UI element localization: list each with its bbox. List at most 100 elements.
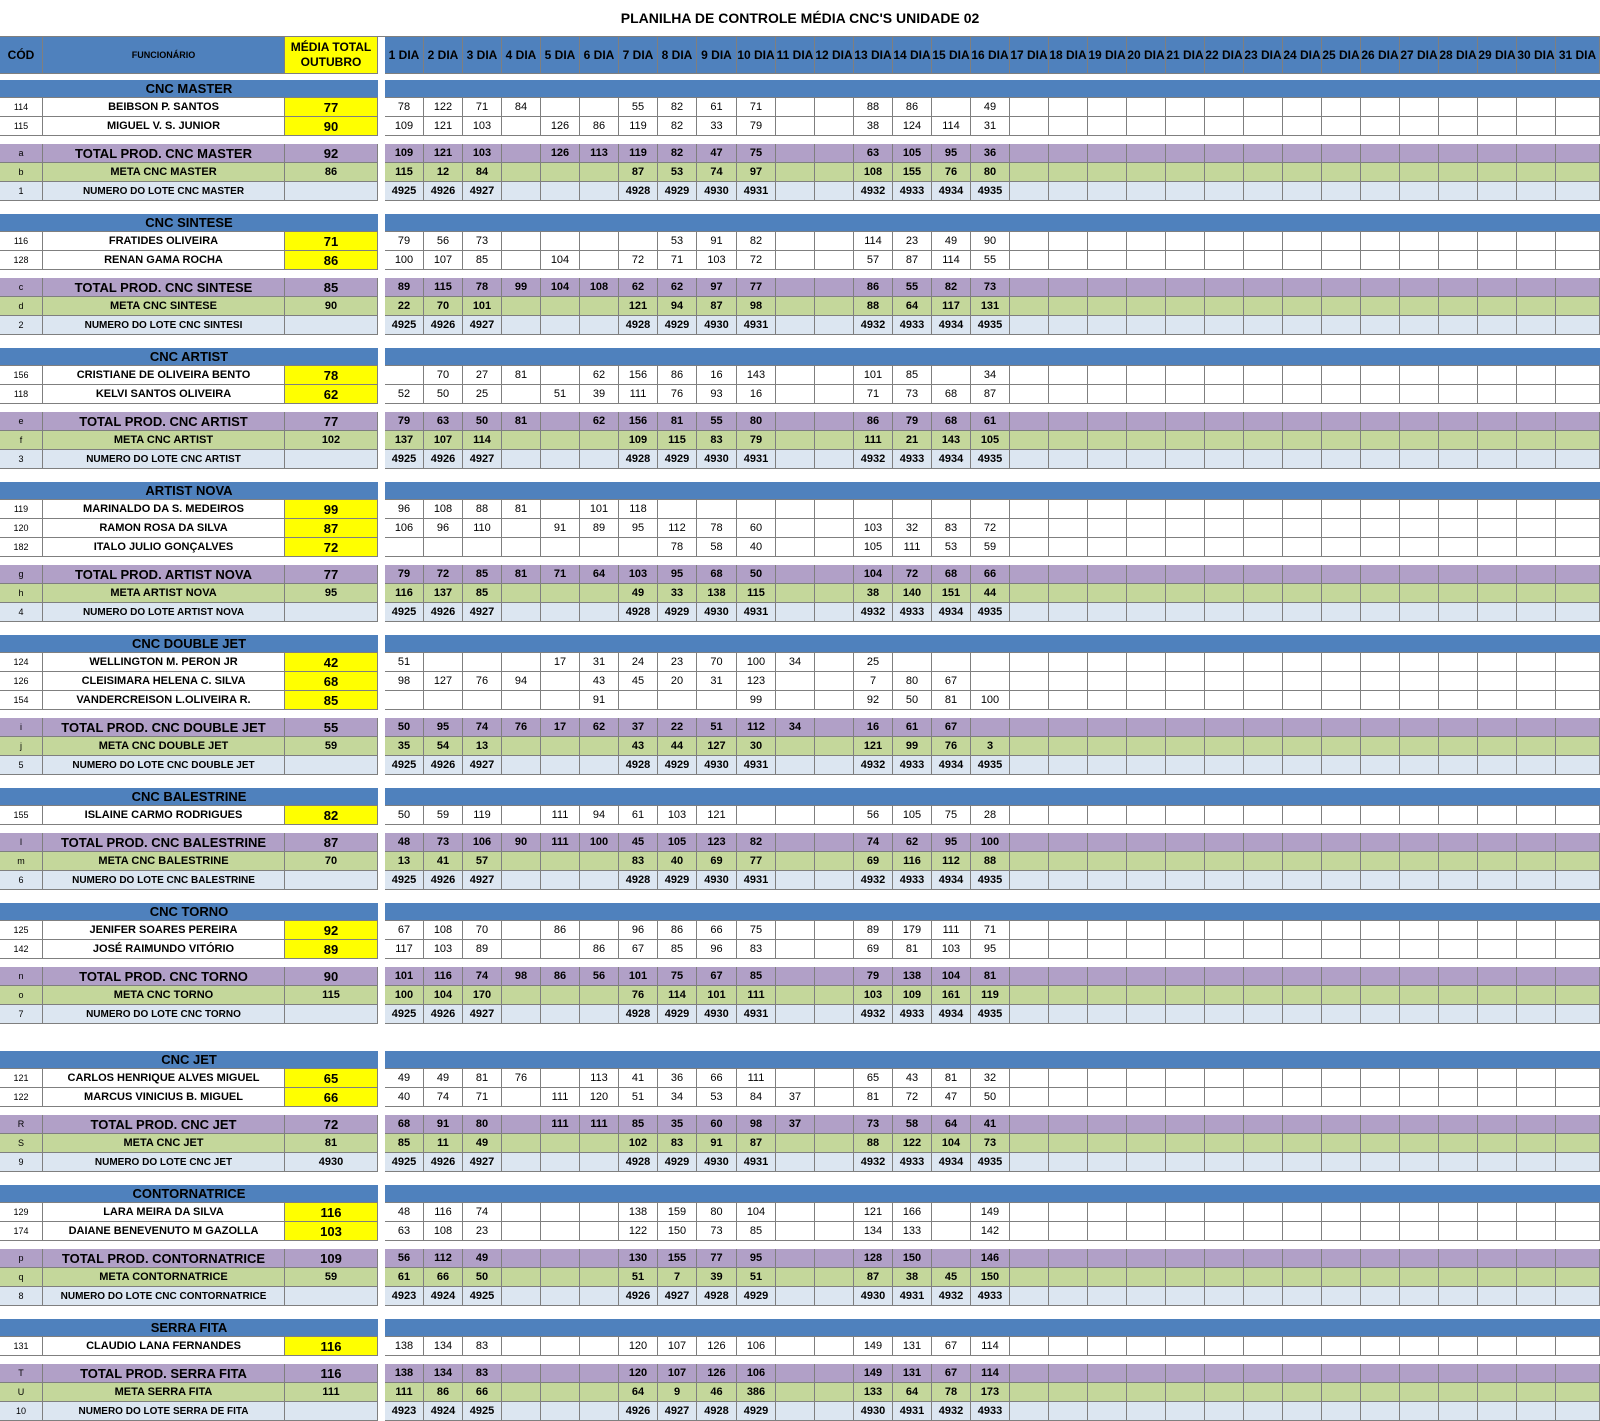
employee-row-name[interactable]: LARA MEIRA DA SILVA <box>43 1203 285 1222</box>
meta-row-day[interactable] <box>1556 163 1600 182</box>
employee-row-day[interactable] <box>815 500 854 519</box>
lote-row-day[interactable]: 4931 <box>893 1402 932 1421</box>
meta-row-day[interactable]: 39 <box>697 1268 737 1287</box>
employee-row-day[interactable]: 95 <box>971 940 1010 959</box>
meta-row-day[interactable] <box>1166 431 1205 450</box>
lote-row-day[interactable] <box>541 1153 580 1172</box>
employee-row-code[interactable]: 115 <box>0 117 43 136</box>
meta-row-day[interactable]: 101 <box>697 986 737 1005</box>
employee-row-day[interactable] <box>1283 117 1322 136</box>
header-day[interactable]: 25 DIA <box>1322 37 1361 74</box>
employee-row-day[interactable] <box>1400 921 1439 940</box>
lote-row-name[interactable]: NUMERO DO LOTE SERRA DE FITA <box>43 1402 285 1421</box>
total-row-day[interactable] <box>1517 1364 1556 1383</box>
employee-row-code[interactable]: 120 <box>0 519 43 538</box>
meta-row-day[interactable]: 99 <box>893 737 932 756</box>
employee-row-name[interactable]: FRATIDES OLIVEIRA <box>43 232 285 251</box>
employee-row-day[interactable]: 71 <box>463 1088 502 1107</box>
lote-row-day[interactable]: 4935 <box>971 316 1010 335</box>
employee-row-day[interactable]: 87 <box>971 385 1010 404</box>
employee-row-day[interactable]: 53 <box>932 538 971 557</box>
meta-row-day[interactable]: 91 <box>697 1134 737 1153</box>
employee-row-day[interactable] <box>1088 519 1127 538</box>
total-row-day[interactable] <box>1322 967 1361 986</box>
employee-row-day[interactable] <box>1556 538 1600 557</box>
lote-row-day[interactable] <box>1010 1153 1049 1172</box>
total-row-day[interactable] <box>815 144 854 163</box>
meta-row-day[interactable] <box>1049 297 1088 316</box>
lote-row-day[interactable]: 4933 <box>971 1402 1010 1421</box>
meta-row-day[interactable]: 88 <box>854 297 893 316</box>
lote-row-day[interactable] <box>1088 871 1127 890</box>
meta-row-day[interactable] <box>541 986 580 1005</box>
employee-row-day[interactable] <box>1517 806 1556 825</box>
meta-row-day[interactable] <box>502 1268 541 1287</box>
employee-row-day[interactable] <box>1166 1069 1205 1088</box>
employee-row-day[interactable] <box>1283 672 1322 691</box>
meta-row-day[interactable] <box>1556 297 1600 316</box>
meta-row-day[interactable] <box>1478 163 1517 182</box>
lote-row-media[interactable] <box>285 871 378 890</box>
total-row-day[interactable] <box>1049 718 1088 737</box>
employee-row-day[interactable] <box>1322 500 1361 519</box>
employee-row-day[interactable]: 40 <box>385 1088 424 1107</box>
lote-row-media[interactable]: 4930 <box>285 1153 378 1172</box>
meta-row-day[interactable] <box>1166 163 1205 182</box>
meta-row-day[interactable]: 121 <box>854 737 893 756</box>
employee-row-day[interactable] <box>1478 500 1517 519</box>
employee-row-code[interactable]: 124 <box>0 653 43 672</box>
employee-row-day[interactable] <box>1205 232 1244 251</box>
total-row-day[interactable]: 107 <box>658 1364 697 1383</box>
employee-row-day[interactable] <box>1361 538 1400 557</box>
employee-row-name[interactable]: MIGUEL V. S. JUNIOR <box>43 117 285 136</box>
employee-row-day[interactable] <box>1049 538 1088 557</box>
meta-row-day[interactable] <box>1010 1134 1049 1153</box>
employee-row-day[interactable] <box>1322 1088 1361 1107</box>
employee-row-day[interactable]: 85 <box>658 940 697 959</box>
meta-row-day[interactable] <box>1283 584 1322 603</box>
employee-row-day[interactable] <box>1166 653 1205 672</box>
meta-row-media[interactable]: 70 <box>285 852 378 871</box>
meta-row-day[interactable] <box>1049 431 1088 450</box>
meta-row-name[interactable]: META CNC ARTIST <box>43 431 285 450</box>
lote-row-day[interactable] <box>1361 450 1400 469</box>
employee-row-day[interactable] <box>776 385 815 404</box>
total-row-day[interactable] <box>1361 412 1400 431</box>
meta-row-code[interactable]: m <box>0 852 43 871</box>
total-row-day[interactable] <box>1244 1249 1283 1268</box>
total-row-day[interactable] <box>1400 967 1439 986</box>
total-row-day[interactable]: 63 <box>424 412 463 431</box>
meta-row-day[interactable] <box>1400 986 1439 1005</box>
meta-row-day[interactable] <box>1166 1268 1205 1287</box>
employee-row-day[interactable] <box>580 232 619 251</box>
employee-row-day[interactable] <box>1088 921 1127 940</box>
employee-row-code[interactable]: 128 <box>0 251 43 270</box>
total-row-day[interactable]: 83 <box>463 1364 502 1383</box>
employee-row-day[interactable] <box>1010 1088 1049 1107</box>
meta-row-code[interactable]: j <box>0 737 43 756</box>
employee-row-day[interactable]: 63 <box>385 1222 424 1241</box>
section-name[interactable]: CNC MASTER <box>0 80 378 98</box>
total-row-day[interactable] <box>1127 565 1166 584</box>
total-row-day[interactable] <box>1400 1115 1439 1134</box>
meta-row-day[interactable] <box>580 297 619 316</box>
meta-row-day[interactable] <box>541 1268 580 1287</box>
header-day[interactable]: 11 DIA <box>776 37 815 74</box>
total-row-day[interactable] <box>1244 278 1283 297</box>
employee-row-day[interactable] <box>1283 806 1322 825</box>
employee-row-day[interactable]: 55 <box>971 251 1010 270</box>
meta-row-day[interactable]: 127 <box>697 737 737 756</box>
meta-row-day[interactable] <box>1283 737 1322 756</box>
meta-row-day[interactable] <box>1205 1134 1244 1153</box>
total-row-day[interactable] <box>1010 718 1049 737</box>
lote-row-day[interactable]: 4926 <box>424 182 463 201</box>
lote-row-day[interactable]: 4928 <box>697 1402 737 1421</box>
total-row-day[interactable] <box>1439 967 1478 986</box>
lote-row-day[interactable] <box>1517 756 1556 775</box>
header-day[interactable]: 22 DIA <box>1205 37 1244 74</box>
total-row-day[interactable]: 99 <box>502 278 541 297</box>
total-row-day[interactable] <box>1478 565 1517 584</box>
employee-row-day[interactable] <box>1361 806 1400 825</box>
total-row-day[interactable]: 95 <box>424 718 463 737</box>
meta-row-day[interactable] <box>1517 431 1556 450</box>
